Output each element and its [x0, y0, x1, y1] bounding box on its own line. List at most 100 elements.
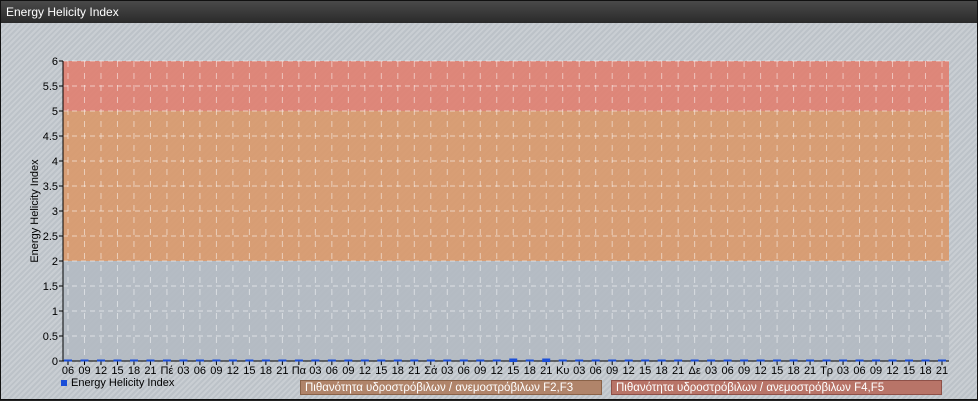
x-tick-label: Πα	[292, 365, 307, 377]
data-point	[278, 359, 287, 362]
data-point	[525, 359, 534, 362]
x-tick-label: 12	[754, 365, 766, 377]
data-point	[64, 359, 72, 362]
data-point	[261, 359, 270, 362]
y-tick-label: 0.5	[43, 331, 58, 343]
legend-marker	[61, 380, 67, 386]
data-point	[789, 359, 798, 362]
x-tick-label: 03	[573, 365, 585, 377]
x-tick-label: 21	[804, 365, 816, 377]
y-tick-label: 2	[52, 256, 58, 268]
data-point	[410, 359, 419, 362]
data-point	[608, 359, 617, 362]
data-point	[872, 359, 881, 362]
data-point	[96, 359, 105, 362]
data-point	[509, 358, 518, 362]
data-point	[459, 359, 468, 362]
data-point	[179, 359, 188, 362]
x-tick-label: 21	[144, 365, 156, 377]
y-tick-label: 5	[52, 106, 58, 118]
x-tick-label: 06	[590, 365, 602, 377]
x-tick-label: 18	[524, 365, 536, 377]
data-point	[575, 359, 584, 362]
x-tick-label: 12	[623, 365, 635, 377]
data-point	[443, 359, 452, 362]
y-tick-label: 1.5	[43, 281, 58, 293]
x-tick-label: 12	[886, 365, 898, 377]
x-tick-label: 09	[870, 365, 882, 377]
x-tick-label: 09	[738, 365, 750, 377]
x-tick-label: 18	[656, 365, 668, 377]
x-tick-label: Τρ	[820, 365, 833, 377]
data-point	[195, 359, 204, 362]
legend-label: Energy Helicity Index	[71, 377, 175, 389]
x-tick-label: 21	[540, 365, 552, 377]
data-point	[492, 359, 501, 362]
data-point	[905, 359, 914, 362]
data-point	[723, 359, 732, 362]
x-tick-label: 18	[392, 365, 404, 377]
x-tick-label: 06	[721, 365, 733, 377]
y-tick-label: 2.5	[43, 231, 58, 243]
x-tick-label: 09	[342, 365, 354, 377]
data-point	[212, 359, 221, 362]
x-tick-label: 06	[458, 365, 470, 377]
data-point	[146, 359, 155, 362]
x-tick-label: 15	[375, 365, 387, 377]
x-tick-label: 06	[194, 365, 206, 377]
x-tick-label: 12	[95, 365, 107, 377]
y-tick-label: 1	[52, 306, 58, 318]
data-point	[690, 359, 699, 362]
data-point	[360, 359, 369, 362]
x-tick-label: 03	[309, 365, 321, 377]
data-point	[294, 359, 303, 362]
data-point	[228, 359, 237, 362]
data-point	[80, 359, 89, 362]
data-point	[707, 359, 716, 362]
x-tick-label: 15	[243, 365, 255, 377]
data-point	[855, 359, 864, 362]
data-point	[426, 359, 435, 362]
x-tick-label: 15	[507, 365, 519, 377]
x-tick-label: 06	[853, 365, 865, 377]
x-tick-label: Πέ	[161, 365, 174, 377]
data-point	[113, 359, 122, 362]
legend-band-f2f3: Πιθανότητα υδροστρόβιλων / ανεμοστρόβιλω…	[300, 380, 602, 395]
data-point	[657, 359, 666, 362]
data-point	[542, 358, 551, 362]
data-point	[476, 359, 485, 362]
x-tick-label: 21	[408, 365, 420, 377]
x-tick-label: 18	[787, 365, 799, 377]
data-point	[822, 359, 831, 362]
data-point	[591, 359, 600, 362]
data-point	[641, 359, 650, 362]
data-point	[393, 359, 402, 362]
x-tick-label: Σά	[424, 365, 438, 377]
data-point	[245, 359, 254, 362]
y-tick-label: 0	[52, 356, 58, 368]
window-title: Energy Helicity Index	[1, 1, 977, 23]
data-point	[756, 359, 765, 362]
data-point	[344, 359, 353, 362]
data-point	[327, 359, 336, 362]
y-tick-label: 3	[52, 206, 58, 218]
legend-band-f4f5: Πιθανότητα υδροστρόβιλων / ανεμοστρόβιλω…	[611, 380, 942, 395]
data-point	[311, 359, 320, 362]
x-tick-label: 03	[705, 365, 717, 377]
x-tick-label: 12	[227, 365, 239, 377]
data-point	[674, 359, 683, 362]
data-point	[624, 359, 633, 362]
data-point	[773, 359, 782, 362]
data-point	[839, 359, 848, 362]
x-tick-label: 15	[903, 365, 915, 377]
data-point	[888, 359, 897, 362]
x-tick-label: 15	[771, 365, 783, 377]
x-tick-label: 12	[359, 365, 371, 377]
x-tick-label: 21	[936, 365, 948, 377]
x-tick-label: 18	[260, 365, 272, 377]
x-tick-label: Δε	[689, 365, 701, 377]
x-tick-label: 03	[837, 365, 849, 377]
x-tick-label: 09	[210, 365, 222, 377]
